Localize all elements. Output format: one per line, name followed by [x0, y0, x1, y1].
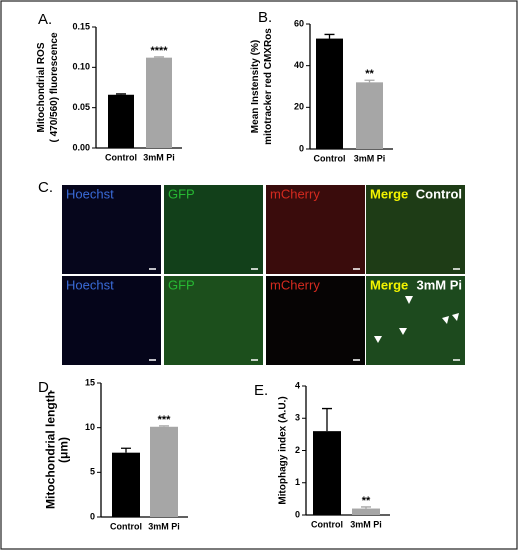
x-tick-label: Control — [314, 153, 346, 163]
channel-label: GFP — [168, 277, 195, 292]
micrograph — [62, 185, 161, 274]
y-tick-label: 0 — [299, 143, 304, 153]
micrograph — [366, 276, 465, 365]
bar — [150, 426, 178, 517]
x-tick-label: 3mM Pi — [354, 153, 386, 163]
panel-label: E. — [254, 382, 268, 399]
y-tick-label: 0.15 — [72, 21, 90, 31]
channel-label: mCherry — [270, 186, 320, 201]
bar — [146, 57, 172, 148]
y-tick-label: 4 — [295, 380, 300, 390]
error-bar — [116, 93, 126, 95]
panel-label: C. — [38, 179, 53, 196]
bar — [316, 38, 343, 150]
microscopy-panel: C. Hoechst GFP mCherry Merge Hoechst GFP mCherr… — [38, 179, 465, 365]
bar — [313, 431, 341, 515]
significance: ** — [365, 68, 374, 80]
panel-label: D. — [38, 379, 53, 396]
y-axis-label: mitotracker red CMXRos — [263, 28, 274, 145]
y-axis-label: Mitochondrial ROS — [36, 42, 47, 132]
y-tick-label: 15 — [85, 377, 95, 387]
y-axis-label: Mean Instensity (%) — [250, 40, 261, 133]
micrograph — [164, 276, 263, 365]
y-tick-label: 10 — [85, 422, 95, 432]
y-tick-label: 2 — [295, 445, 300, 455]
error-bar — [324, 33, 335, 39]
x-tick-label: 3mM Pi — [143, 152, 175, 162]
micrograph — [164, 185, 263, 274]
panel-label: A. — [38, 11, 52, 28]
y-tick-label: 1 — [295, 477, 300, 487]
bar — [356, 82, 383, 149]
channel-label: mCherry — [270, 277, 320, 292]
y-axis-label: Mitophagy index (A.U.) — [278, 396, 289, 504]
bar — [108, 94, 134, 148]
significance: *** — [158, 414, 172, 426]
y-tick-label: 20 — [294, 102, 304, 112]
significance: ** — [362, 495, 371, 507]
x-tick-label: Control — [105, 152, 137, 162]
x-tick-label: 3mM Pi — [350, 519, 382, 529]
bar — [112, 452, 140, 517]
y-tick-label: 0.10 — [72, 62, 90, 72]
bar — [352, 508, 380, 515]
error-bar — [121, 447, 131, 453]
condition-label: 3mM Pi — [416, 277, 462, 292]
error-bar — [159, 425, 169, 427]
y-tick-label: 40 — [294, 60, 304, 70]
y-tick-label: 0 — [90, 511, 95, 521]
y-tick-label: 60 — [294, 18, 304, 28]
x-tick-label: Control — [110, 521, 142, 531]
error-bar — [322, 407, 332, 432]
arrowheads — [374, 296, 459, 343]
error-bar — [364, 79, 375, 83]
micrograph — [366, 185, 465, 274]
significance: **** — [150, 45, 168, 57]
panel-label: B. — [258, 9, 272, 26]
y-axis-label: Mitochondrial length — [44, 391, 58, 509]
channel-label: GFP — [168, 186, 195, 201]
y-tick-label: 3 — [295, 413, 300, 423]
channel-label: Hoechst — [66, 186, 114, 201]
y-tick-label: 0 — [295, 509, 300, 519]
x-tick-label: 3mM Pi — [148, 521, 180, 531]
x-tick-label: Control — [311, 519, 343, 529]
channel-label: Hoechst — [66, 277, 114, 292]
micrograph — [62, 276, 161, 365]
y-tick-label: 0.00 — [72, 142, 90, 152]
y-tick-label: 0.05 — [72, 102, 90, 112]
micrograph — [266, 276, 365, 365]
condition-label: Control — [416, 186, 462, 201]
channel-label: Merge — [370, 277, 408, 292]
y-axis-label: (μm) — [57, 437, 71, 463]
micrograph — [266, 185, 365, 274]
error-bar — [361, 506, 371, 509]
error-bar — [154, 56, 164, 58]
y-axis-label: ( 470/560) fluorescence — [49, 32, 60, 142]
y-tick-label: 5 — [90, 467, 95, 477]
channel-label: Merge — [370, 186, 408, 201]
